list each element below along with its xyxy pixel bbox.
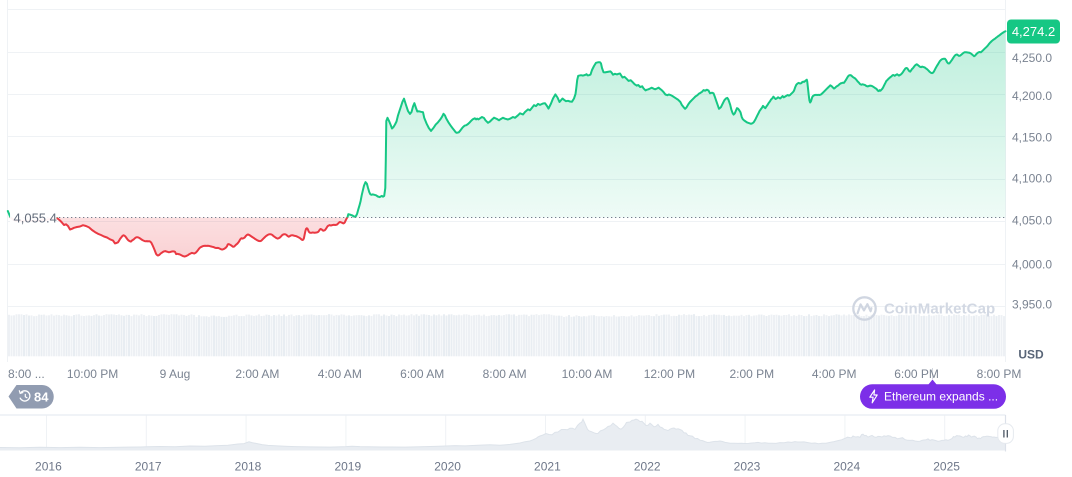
- svg-text:4:00 AM: 4:00 AM: [318, 367, 362, 381]
- svg-text:2016: 2016: [35, 460, 62, 474]
- svg-text:4,250.0: 4,250.0: [1012, 51, 1052, 65]
- svg-text:2018: 2018: [235, 460, 262, 474]
- svg-text:2025: 2025: [933, 460, 960, 474]
- svg-text:4,055.4: 4,055.4: [14, 211, 57, 226]
- svg-text:6:00 AM: 6:00 AM: [400, 367, 444, 381]
- svg-text:6:00 PM: 6:00 PM: [894, 367, 939, 381]
- svg-text:2017: 2017: [135, 460, 162, 474]
- svg-text:Ethereum expands ...: Ethereum expands ...: [884, 390, 998, 404]
- svg-text:4,150.0: 4,150.0: [1012, 131, 1052, 145]
- svg-text:2022: 2022: [634, 460, 661, 474]
- svg-text:8:00 ...: 8:00 ...: [8, 367, 45, 381]
- svg-text:CoinMarketCap: CoinMarketCap: [884, 301, 995, 318]
- svg-text:8:00 PM: 8:00 PM: [977, 367, 1022, 381]
- svg-text:2023: 2023: [734, 460, 761, 474]
- svg-text:8:00 AM: 8:00 AM: [483, 367, 527, 381]
- svg-text:10:00 PM: 10:00 PM: [67, 367, 118, 381]
- svg-text:4,200.0: 4,200.0: [1012, 89, 1052, 103]
- svg-text:4:00 PM: 4:00 PM: [812, 367, 857, 381]
- svg-text:84: 84: [34, 390, 49, 405]
- svg-text:2021: 2021: [534, 460, 561, 474]
- svg-text:4,000.0: 4,000.0: [1012, 257, 1052, 271]
- svg-text:2:00 PM: 2:00 PM: [729, 367, 774, 381]
- svg-text:2:00 AM: 2:00 AM: [235, 367, 279, 381]
- svg-text:2019: 2019: [334, 460, 361, 474]
- svg-text:2020: 2020: [434, 460, 461, 474]
- svg-text:4,050.0: 4,050.0: [1012, 214, 1052, 228]
- svg-text:2024: 2024: [833, 460, 860, 474]
- svg-text:3,950.0: 3,950.0: [1012, 297, 1052, 311]
- svg-text:USD: USD: [1018, 348, 1044, 362]
- svg-text:10:00 AM: 10:00 AM: [562, 367, 613, 381]
- svg-text:4,274.2: 4,274.2: [1012, 24, 1055, 39]
- svg-text:9 Aug: 9 Aug: [160, 367, 191, 381]
- svg-text:4,100.0: 4,100.0: [1012, 172, 1052, 186]
- svg-text:12:00 PM: 12:00 PM: [644, 367, 695, 381]
